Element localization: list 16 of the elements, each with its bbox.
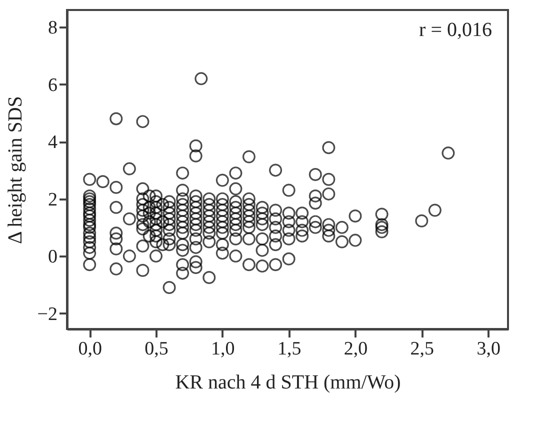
x-tick-label: 3,0 (476, 338, 500, 360)
y-tick-label: −2 (37, 304, 58, 325)
y-tick-label: 2 (48, 189, 58, 210)
x-tick-label: 2,0 (344, 338, 368, 360)
x-tick-label: 1,5 (277, 338, 302, 360)
x-axis-title: KR nach 4 d STH (mm/Wo) (175, 372, 401, 394)
y-tick-label: 6 (48, 74, 58, 96)
y-tick-label: 0 (48, 246, 58, 268)
x-tick-label: 0,5 (144, 338, 168, 360)
annotation: r = 0,016 (419, 19, 492, 41)
x-tick-label: 0,0 (78, 338, 102, 360)
x-tick-label: 2,5 (410, 338, 434, 360)
y-tick-label: 8 (48, 18, 58, 39)
x-tick-label: 1,0 (211, 338, 235, 360)
y-tick-label: 4 (48, 132, 58, 154)
y-axis-title: Δ height gain SDS (4, 96, 26, 244)
